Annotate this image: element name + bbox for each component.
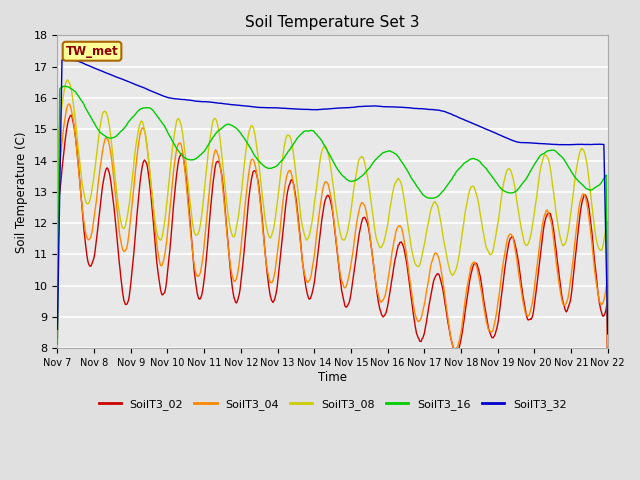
Y-axis label: Soil Temperature (C): Soil Temperature (C)	[15, 131, 28, 252]
Text: TW_met: TW_met	[66, 45, 118, 58]
Legend: SoilT3_02, SoilT3_04, SoilT3_08, SoilT3_16, SoilT3_32: SoilT3_02, SoilT3_04, SoilT3_08, SoilT3_…	[94, 395, 571, 414]
Title: Soil Temperature Set 3: Soil Temperature Set 3	[245, 15, 420, 30]
X-axis label: Time: Time	[318, 371, 347, 384]
